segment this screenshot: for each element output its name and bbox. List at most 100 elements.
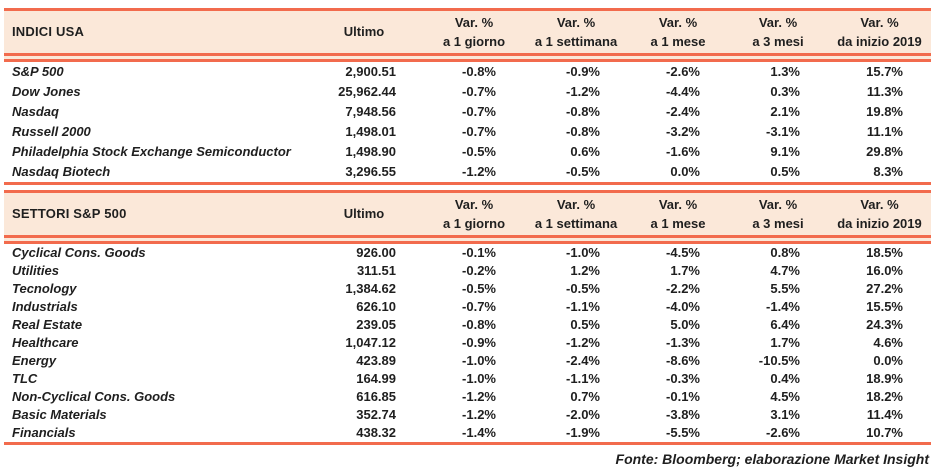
var-period-label: a 1 giorno bbox=[442, 215, 506, 231]
cell-var: -0.7% bbox=[462, 104, 496, 120]
cell-var: -1.2% bbox=[566, 335, 600, 351]
table-row: Tecnology 1,384.62 -0.5% -0.5% -2.2% 5.5% 27.2… bbox=[4, 280, 931, 298]
cell-ultimo: 926.00 bbox=[356, 245, 396, 261]
cell-var: -0.8% bbox=[566, 104, 600, 120]
cell-var: 0.8% bbox=[770, 245, 800, 261]
cell-var: 0.7% bbox=[570, 389, 600, 405]
cell-var: 18.2% bbox=[866, 389, 903, 405]
cell-var: 11.1% bbox=[866, 124, 903, 140]
table-row: Energy 423.89 -1.0% -2.4% -8.6% -10.5% 0.0% bbox=[4, 352, 931, 370]
cell-var: 2.1% bbox=[770, 104, 800, 120]
col-header-var: Var. % a 1 mese bbox=[628, 197, 728, 231]
cell-var: 15.5% bbox=[866, 299, 903, 315]
cell-var: 0.4% bbox=[770, 371, 800, 387]
cell-var: -0.2% bbox=[462, 263, 496, 279]
table-row: Basic Materials 352.74 -1.2% -2.0% -3.8% 3.1%… bbox=[4, 406, 931, 424]
cell-var: -10.5% bbox=[758, 353, 800, 369]
cell-ultimo: 164.99 bbox=[356, 371, 396, 387]
row-name: Tecnology bbox=[12, 281, 77, 297]
var-percent-label: Var. % bbox=[658, 196, 698, 212]
table-row: TLC 164.99 -1.0% -1.1% -0.3% 0.4% 18.9% bbox=[4, 370, 931, 388]
cell-var: -2.6% bbox=[766, 425, 800, 441]
cell-var: -2.4% bbox=[666, 104, 700, 120]
cell-var: -4.0% bbox=[666, 299, 700, 315]
cell-var: 1.7% bbox=[670, 263, 700, 279]
section-title: INDICI USA bbox=[12, 24, 85, 40]
cell-var: -0.8% bbox=[566, 124, 600, 140]
table-row: Philadelphia Stock Exchange Semiconducto… bbox=[4, 142, 931, 162]
cell-var: 5.0% bbox=[670, 317, 700, 333]
cell-var: -1.2% bbox=[462, 407, 496, 423]
cell-ultimo: 1,498.90 bbox=[345, 144, 396, 160]
section-title: SETTORI S&P 500 bbox=[12, 206, 127, 222]
cell-var: -1.0% bbox=[566, 245, 600, 261]
col-header-var: Var. % a 1 settimana bbox=[524, 15, 628, 49]
cell-ultimo: 25,962.44 bbox=[338, 84, 396, 100]
cell-var: 0.3% bbox=[770, 84, 800, 100]
cell-var: -2.0% bbox=[566, 407, 600, 423]
cell-var: 10.7% bbox=[866, 425, 903, 441]
cell-ultimo: 423.89 bbox=[356, 353, 396, 369]
cell-var: -1.4% bbox=[766, 299, 800, 315]
cell-var: -0.5% bbox=[566, 164, 600, 180]
row-name: Industrials bbox=[12, 299, 78, 315]
table-row: Real Estate 239.05 -0.8% 0.5% 5.0% 6.4% 24.3% bbox=[4, 316, 931, 334]
var-period-label: a 1 giorno bbox=[442, 33, 506, 49]
table-row: Utilities 311.51 -0.2% 1.2% 1.7% 4.7% 16.0% bbox=[4, 262, 931, 280]
cell-var: -4.5% bbox=[666, 245, 700, 261]
table-row: Healthcare 1,047.12 -0.9% -1.2% -1.3% 1.7% 4.6… bbox=[4, 334, 931, 352]
cell-var: -4.4% bbox=[666, 84, 700, 100]
cell-var: -2.2% bbox=[666, 281, 700, 297]
var-period-label: a 3 mesi bbox=[752, 33, 804, 49]
row-name: Cyclical Cons. Goods bbox=[12, 245, 146, 261]
cell-var: 18.9% bbox=[866, 371, 903, 387]
cell-var: 0.5% bbox=[570, 317, 600, 333]
cell-var: -0.5% bbox=[462, 281, 496, 297]
cell-var: -0.8% bbox=[462, 317, 496, 333]
cell-ultimo: 616.85 bbox=[356, 389, 396, 405]
row-name: Nasdaq Biotech bbox=[12, 164, 111, 180]
cell-var: 11.4% bbox=[866, 407, 903, 423]
cell-var: 4.7% bbox=[770, 263, 800, 279]
row-name: Nasdaq bbox=[12, 104, 59, 120]
row-name: Energy bbox=[12, 353, 57, 369]
var-period-label: da inizio 2019 bbox=[837, 215, 922, 231]
cell-var: 1.7% bbox=[770, 335, 800, 351]
cell-var: 16.0% bbox=[866, 263, 903, 279]
var-percent-label: Var. % bbox=[758, 14, 798, 30]
cell-var: -1.3% bbox=[666, 335, 700, 351]
cell-var: -0.1% bbox=[666, 389, 700, 405]
cell-ultimo: 1,384.62 bbox=[345, 281, 396, 297]
table-row: Cyclical Cons. Goods 926.00 -0.1% -1.0% -4.5… bbox=[4, 244, 931, 262]
cell-var: -1.4% bbox=[462, 425, 496, 441]
var-period-label: a 1 mese bbox=[650, 215, 706, 231]
var-period-label: a 1 settimana bbox=[534, 215, 618, 231]
var-period-label: a 1 settimana bbox=[534, 33, 618, 49]
var-percent-label: Var. % bbox=[758, 196, 798, 212]
var-percent-label: Var. % bbox=[556, 196, 596, 212]
var-percent-label: Var. % bbox=[658, 14, 698, 30]
row-name: Healthcare bbox=[12, 335, 79, 351]
row-name: Dow Jones bbox=[12, 84, 81, 100]
cell-var: 18.5% bbox=[866, 245, 903, 261]
row-name: Financials bbox=[12, 425, 76, 441]
cell-ultimo: 438.32 bbox=[356, 425, 396, 441]
col-header-var: Var. % a 1 giorno bbox=[424, 197, 524, 231]
cell-var: -1.6% bbox=[666, 144, 700, 160]
cell-ultimo: 2,900.51 bbox=[345, 64, 396, 80]
row-name: Utilities bbox=[12, 263, 59, 279]
cell-var: -0.7% bbox=[462, 84, 496, 100]
var-percent-label: Var. % bbox=[860, 14, 899, 30]
col-header-var: Var. % a 3 mesi bbox=[728, 197, 828, 231]
source-note: Fonte: Bloomberg; elaborazione Market In… bbox=[615, 451, 929, 467]
cell-var: -1.9% bbox=[566, 425, 600, 441]
cell-var: -1.0% bbox=[462, 353, 496, 369]
cell-var: 6.4% bbox=[770, 317, 800, 333]
cell-var: -1.2% bbox=[462, 389, 496, 405]
cell-var: 0.0% bbox=[873, 353, 903, 369]
cell-var: 29.8% bbox=[866, 144, 903, 160]
table-row: Non-Cyclical Cons. Goods 616.85 -1.2% 0.7% -… bbox=[4, 388, 931, 406]
cell-var: 1.2% bbox=[570, 263, 600, 279]
var-period-label: da inizio 2019 bbox=[837, 33, 922, 49]
row-name: Non-Cyclical Cons. Goods bbox=[12, 389, 176, 405]
